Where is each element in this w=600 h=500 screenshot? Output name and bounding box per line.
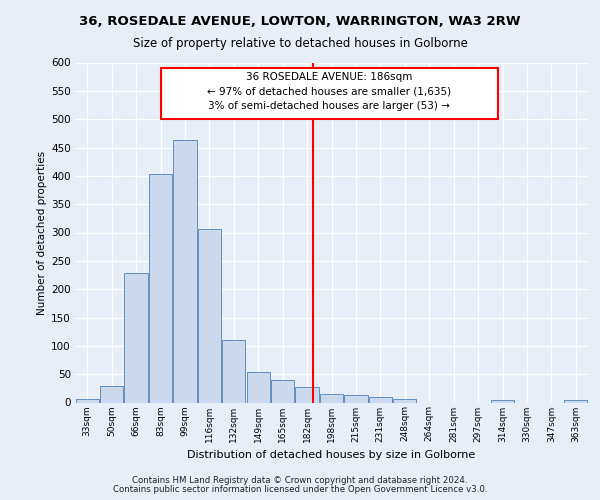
Text: Contains public sector information licensed under the Open Government Licence v3: Contains public sector information licen… <box>113 485 487 494</box>
Text: Size of property relative to detached houses in Golborne: Size of property relative to detached ho… <box>133 38 467 51</box>
Bar <box>344 395 368 402</box>
Bar <box>247 372 270 402</box>
Bar <box>198 229 221 402</box>
Bar <box>369 397 392 402</box>
Bar <box>564 400 587 402</box>
Text: Contains HM Land Registry data © Crown copyright and database right 2024.: Contains HM Land Registry data © Crown c… <box>132 476 468 485</box>
X-axis label: Distribution of detached houses by size in Golborne: Distribution of detached houses by size … <box>187 450 476 460</box>
Bar <box>295 387 319 402</box>
Bar <box>320 394 343 402</box>
Bar <box>124 274 148 402</box>
Text: 3% of semi-detached houses are larger (53) →: 3% of semi-detached houses are larger (5… <box>208 100 450 110</box>
Bar <box>173 140 197 402</box>
Bar <box>149 174 172 402</box>
Bar <box>271 380 294 402</box>
FancyBboxPatch shape <box>161 68 497 119</box>
Text: 36 ROSEDALE AVENUE: 186sqm: 36 ROSEDALE AVENUE: 186sqm <box>246 72 412 82</box>
Bar <box>491 400 514 402</box>
Bar <box>76 399 99 402</box>
Y-axis label: Number of detached properties: Number of detached properties <box>37 150 47 314</box>
Bar <box>100 386 123 402</box>
Bar <box>222 340 245 402</box>
Text: ← 97% of detached houses are smaller (1,635): ← 97% of detached houses are smaller (1,… <box>207 86 451 96</box>
Text: 36, ROSEDALE AVENUE, LOWTON, WARRINGTON, WA3 2RW: 36, ROSEDALE AVENUE, LOWTON, WARRINGTON,… <box>79 15 521 28</box>
Bar <box>393 399 416 402</box>
